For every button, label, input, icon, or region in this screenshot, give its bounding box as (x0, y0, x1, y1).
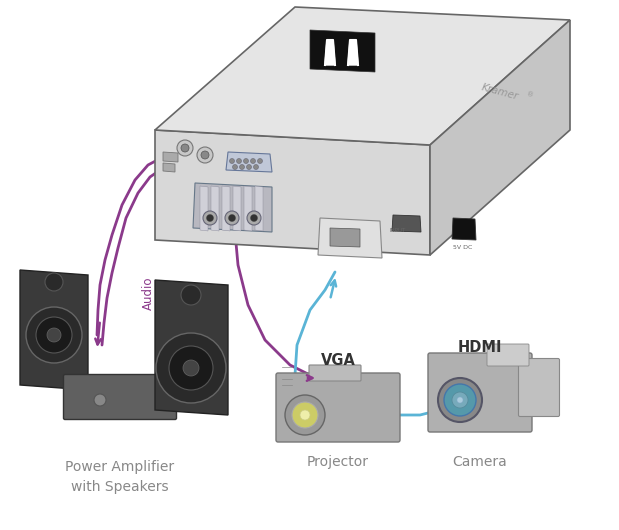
Circle shape (457, 397, 463, 403)
Text: INPUT: INPUT (390, 227, 406, 233)
Circle shape (452, 392, 468, 408)
Text: Kramer: Kramer (480, 82, 520, 102)
Text: Camera: Camera (452, 455, 508, 469)
Circle shape (236, 158, 241, 163)
Text: ®: ® (526, 91, 534, 99)
Circle shape (183, 360, 199, 376)
Polygon shape (211, 186, 219, 231)
Text: 5V DC: 5V DC (453, 245, 473, 250)
Circle shape (438, 378, 482, 422)
Circle shape (230, 158, 235, 163)
Circle shape (47, 328, 61, 342)
Circle shape (225, 211, 239, 225)
Text: Audio: Audio (142, 276, 155, 310)
FancyBboxPatch shape (519, 358, 560, 417)
Polygon shape (325, 40, 335, 65)
Polygon shape (200, 186, 208, 231)
Text: VGA: VGA (321, 353, 355, 368)
Circle shape (251, 158, 256, 163)
Polygon shape (310, 30, 375, 72)
Polygon shape (255, 186, 263, 231)
Circle shape (26, 307, 82, 363)
Circle shape (233, 164, 238, 170)
Circle shape (444, 384, 476, 416)
Circle shape (285, 395, 325, 435)
Circle shape (197, 147, 213, 163)
FancyBboxPatch shape (428, 353, 532, 432)
Circle shape (181, 285, 201, 305)
Circle shape (177, 140, 193, 156)
Circle shape (251, 215, 258, 222)
Circle shape (94, 394, 106, 406)
Polygon shape (163, 152, 178, 162)
Circle shape (300, 410, 310, 420)
FancyBboxPatch shape (276, 373, 400, 442)
Polygon shape (348, 40, 358, 65)
Circle shape (247, 211, 261, 225)
FancyBboxPatch shape (64, 375, 176, 420)
Polygon shape (233, 186, 241, 231)
Circle shape (228, 215, 235, 222)
Circle shape (156, 333, 226, 403)
Circle shape (169, 346, 213, 390)
Polygon shape (392, 215, 421, 232)
Polygon shape (163, 163, 175, 172)
Polygon shape (318, 218, 382, 258)
Polygon shape (155, 280, 228, 415)
Circle shape (258, 158, 262, 163)
Circle shape (201, 151, 209, 159)
Polygon shape (193, 183, 272, 232)
Circle shape (292, 402, 318, 428)
Circle shape (181, 144, 189, 152)
FancyBboxPatch shape (309, 365, 361, 381)
Circle shape (45, 273, 63, 291)
Polygon shape (330, 228, 360, 247)
Circle shape (207, 215, 214, 222)
Polygon shape (155, 130, 430, 255)
Circle shape (246, 164, 251, 170)
Circle shape (254, 164, 259, 170)
Polygon shape (452, 218, 476, 240)
Circle shape (203, 211, 217, 225)
Polygon shape (430, 20, 570, 255)
Polygon shape (20, 270, 88, 390)
Polygon shape (244, 186, 252, 231)
Text: Projector: Projector (307, 455, 369, 469)
Text: Power Amplifier
with Speakers: Power Amplifier with Speakers (66, 460, 175, 493)
FancyBboxPatch shape (487, 344, 529, 366)
Polygon shape (226, 152, 272, 172)
Polygon shape (222, 186, 230, 231)
Circle shape (243, 158, 248, 163)
Circle shape (36, 317, 72, 353)
Text: HDMI: HDMI (457, 340, 502, 355)
Polygon shape (155, 7, 570, 145)
Circle shape (240, 164, 245, 170)
